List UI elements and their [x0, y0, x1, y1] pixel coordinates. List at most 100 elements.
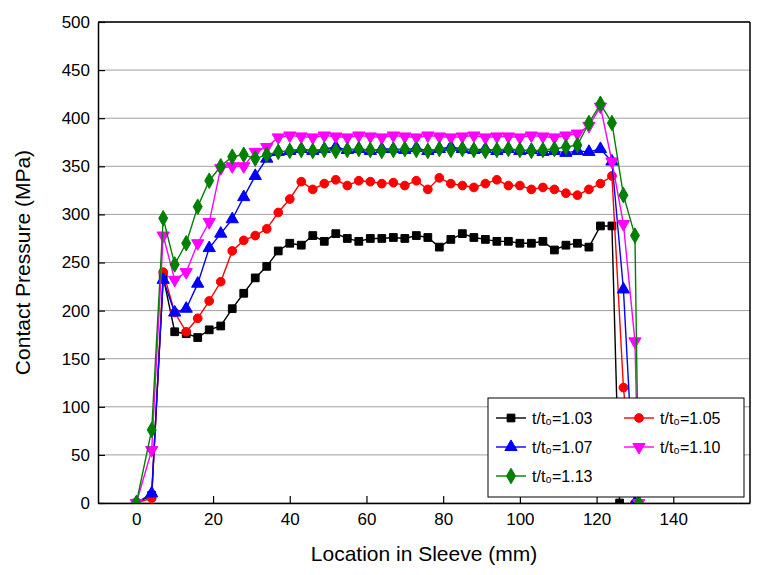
tick-mark	[290, 496, 291, 503]
marker	[170, 257, 179, 273]
marker	[504, 141, 513, 157]
marker	[308, 143, 317, 159]
marker	[617, 282, 629, 293]
y-axis-title: Contact Pressure (MPa)	[11, 150, 34, 375]
marker	[366, 142, 375, 158]
marker	[377, 143, 386, 159]
marker	[192, 277, 204, 288]
marker	[171, 328, 179, 336]
marker	[366, 235, 374, 243]
marker	[505, 237, 513, 245]
tick: 250	[62, 253, 105, 272]
tick-label: 20	[204, 510, 223, 529]
marker	[387, 132, 399, 143]
grid-line	[98, 310, 750, 311]
marker	[594, 142, 606, 153]
marker	[401, 235, 409, 243]
tick-label: 400	[62, 109, 90, 128]
legend-entry: t/t₀=1.05	[624, 410, 721, 427]
tick-label: 200	[62, 302, 90, 321]
tick: 0	[132, 496, 141, 529]
marker	[205, 297, 214, 306]
marker	[226, 212, 238, 223]
marker	[619, 383, 628, 392]
marker	[446, 142, 455, 158]
tick-mark	[98, 455, 105, 456]
marker	[504, 181, 513, 190]
marker	[400, 181, 409, 190]
marker	[378, 235, 386, 243]
marker	[180, 269, 192, 280]
marker	[446, 179, 455, 188]
marker	[354, 141, 363, 157]
marker	[538, 142, 547, 158]
marker	[619, 187, 628, 203]
marker	[493, 237, 501, 245]
tick: 300	[62, 205, 105, 224]
marker	[251, 274, 259, 282]
marker	[274, 208, 283, 217]
legend-marker	[507, 468, 516, 484]
marker	[182, 235, 191, 251]
marker	[320, 237, 328, 245]
marker	[216, 159, 225, 175]
marker	[249, 169, 261, 180]
marker	[515, 142, 524, 158]
tick-label: 120	[583, 510, 611, 529]
series	[130, 140, 641, 503]
marker	[169, 276, 181, 287]
series	[130, 103, 645, 503]
marker	[297, 177, 306, 186]
legend-box	[488, 398, 744, 497]
marker	[228, 149, 237, 165]
marker	[562, 241, 570, 249]
marker	[528, 239, 536, 247]
marker	[192, 240, 204, 251]
tick-label: 300	[62, 205, 90, 224]
marker	[286, 239, 294, 247]
marker	[203, 241, 215, 252]
tick-mark	[366, 496, 367, 503]
marker	[389, 234, 397, 242]
marker	[159, 210, 168, 226]
marker	[412, 232, 420, 240]
marker	[389, 178, 398, 187]
marker	[458, 230, 466, 238]
legend-marker	[633, 443, 645, 454]
marker	[458, 141, 467, 157]
marker	[320, 142, 329, 158]
marker	[238, 190, 250, 201]
marker	[551, 246, 559, 254]
marker	[343, 181, 352, 190]
marker	[297, 241, 305, 249]
tick: 100	[62, 398, 105, 417]
marker	[389, 142, 398, 158]
marker	[630, 228, 639, 244]
marker	[492, 142, 501, 158]
x-axis-title: Location in Sleeve (mm)	[311, 542, 537, 565]
marker	[193, 314, 202, 323]
marker	[597, 222, 605, 230]
marker	[400, 141, 409, 157]
legend: t/t₀=1.03t/t₀=1.05t/t₀=1.07t/t₀=1.10t/t₀…	[488, 398, 744, 497]
legend-label: t/t₀=1.13	[532, 468, 593, 485]
frame	[749, 22, 751, 503]
marker	[607, 115, 616, 131]
legend-entry: t/t₀=1.10	[624, 439, 721, 456]
marker	[469, 142, 478, 158]
marker	[550, 185, 559, 194]
tick-label: 100	[62, 398, 90, 417]
marker	[263, 262, 271, 270]
x-axis: 020406080100120140	[99, 496, 751, 529]
marker	[458, 181, 467, 190]
marker	[525, 132, 537, 143]
tick: 60	[358, 496, 377, 529]
tick: 20	[204, 496, 223, 529]
marker	[169, 305, 181, 316]
marker	[423, 185, 432, 194]
marker	[574, 239, 582, 247]
marker	[228, 247, 237, 256]
marker	[527, 143, 536, 159]
chart: 0204060801001201400501001502002503003504…	[0, 0, 773, 575]
legend-entry: t/t₀=1.13	[496, 468, 593, 485]
